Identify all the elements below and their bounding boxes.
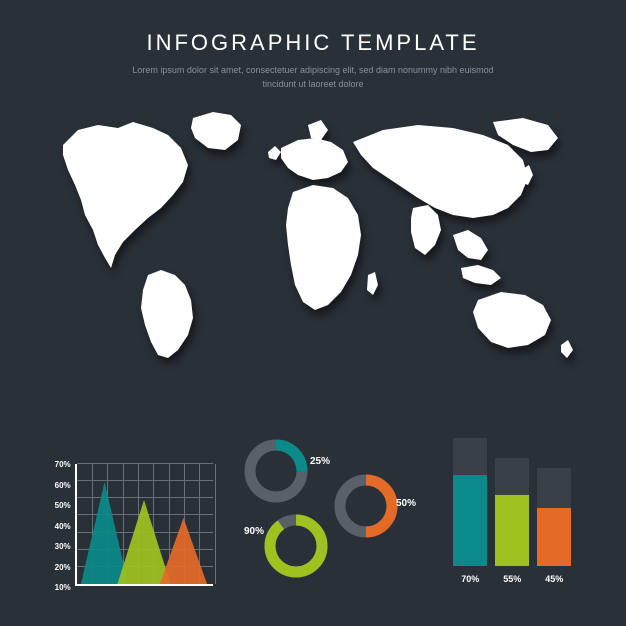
bar-label: 55% [495,574,529,584]
charts-row: 10%20%30%40%50%60%70% 25%50%90% 70%55%45… [0,436,626,586]
donut-label: 25% [310,456,330,467]
peak-chart: 10%20%30%40%50%60%70% [43,451,213,586]
bar: 70% [453,438,487,566]
donut-label: 90% [244,526,264,537]
peak [159,518,206,584]
peak-chart-y-label: 50% [43,501,71,510]
peak-chart-y-label: 60% [43,481,71,490]
peak [81,482,128,584]
peak-chart-y-label: 70% [43,460,71,469]
donut-ring [270,520,322,572]
peak-chart-y-label: 40% [43,522,71,531]
peak-chart-y-label: 10% [43,583,71,592]
peak [117,500,170,584]
bar-label: 45% [537,574,571,584]
bar-label: 70% [453,574,487,584]
world-map [43,100,583,380]
bar-chart: 70%55%45% [443,436,583,586]
page-title: INFOGRAPHIC TEMPLATE [0,30,626,56]
peak-chart-y-label: 30% [43,542,71,551]
donut-label: 50% [396,498,416,509]
peak-chart-grid [75,464,213,586]
header: INFOGRAPHIC TEMPLATE Lorem ipsum dolor s… [0,0,626,91]
bar: 45% [537,468,571,566]
page-subtitle: Lorem ipsum dolor sit amet, consectetuer… [123,64,503,91]
donut-charts: 25% 50% 90% [238,436,418,586]
peak-chart-y-label: 20% [43,563,71,572]
bar: 55% [495,458,529,566]
